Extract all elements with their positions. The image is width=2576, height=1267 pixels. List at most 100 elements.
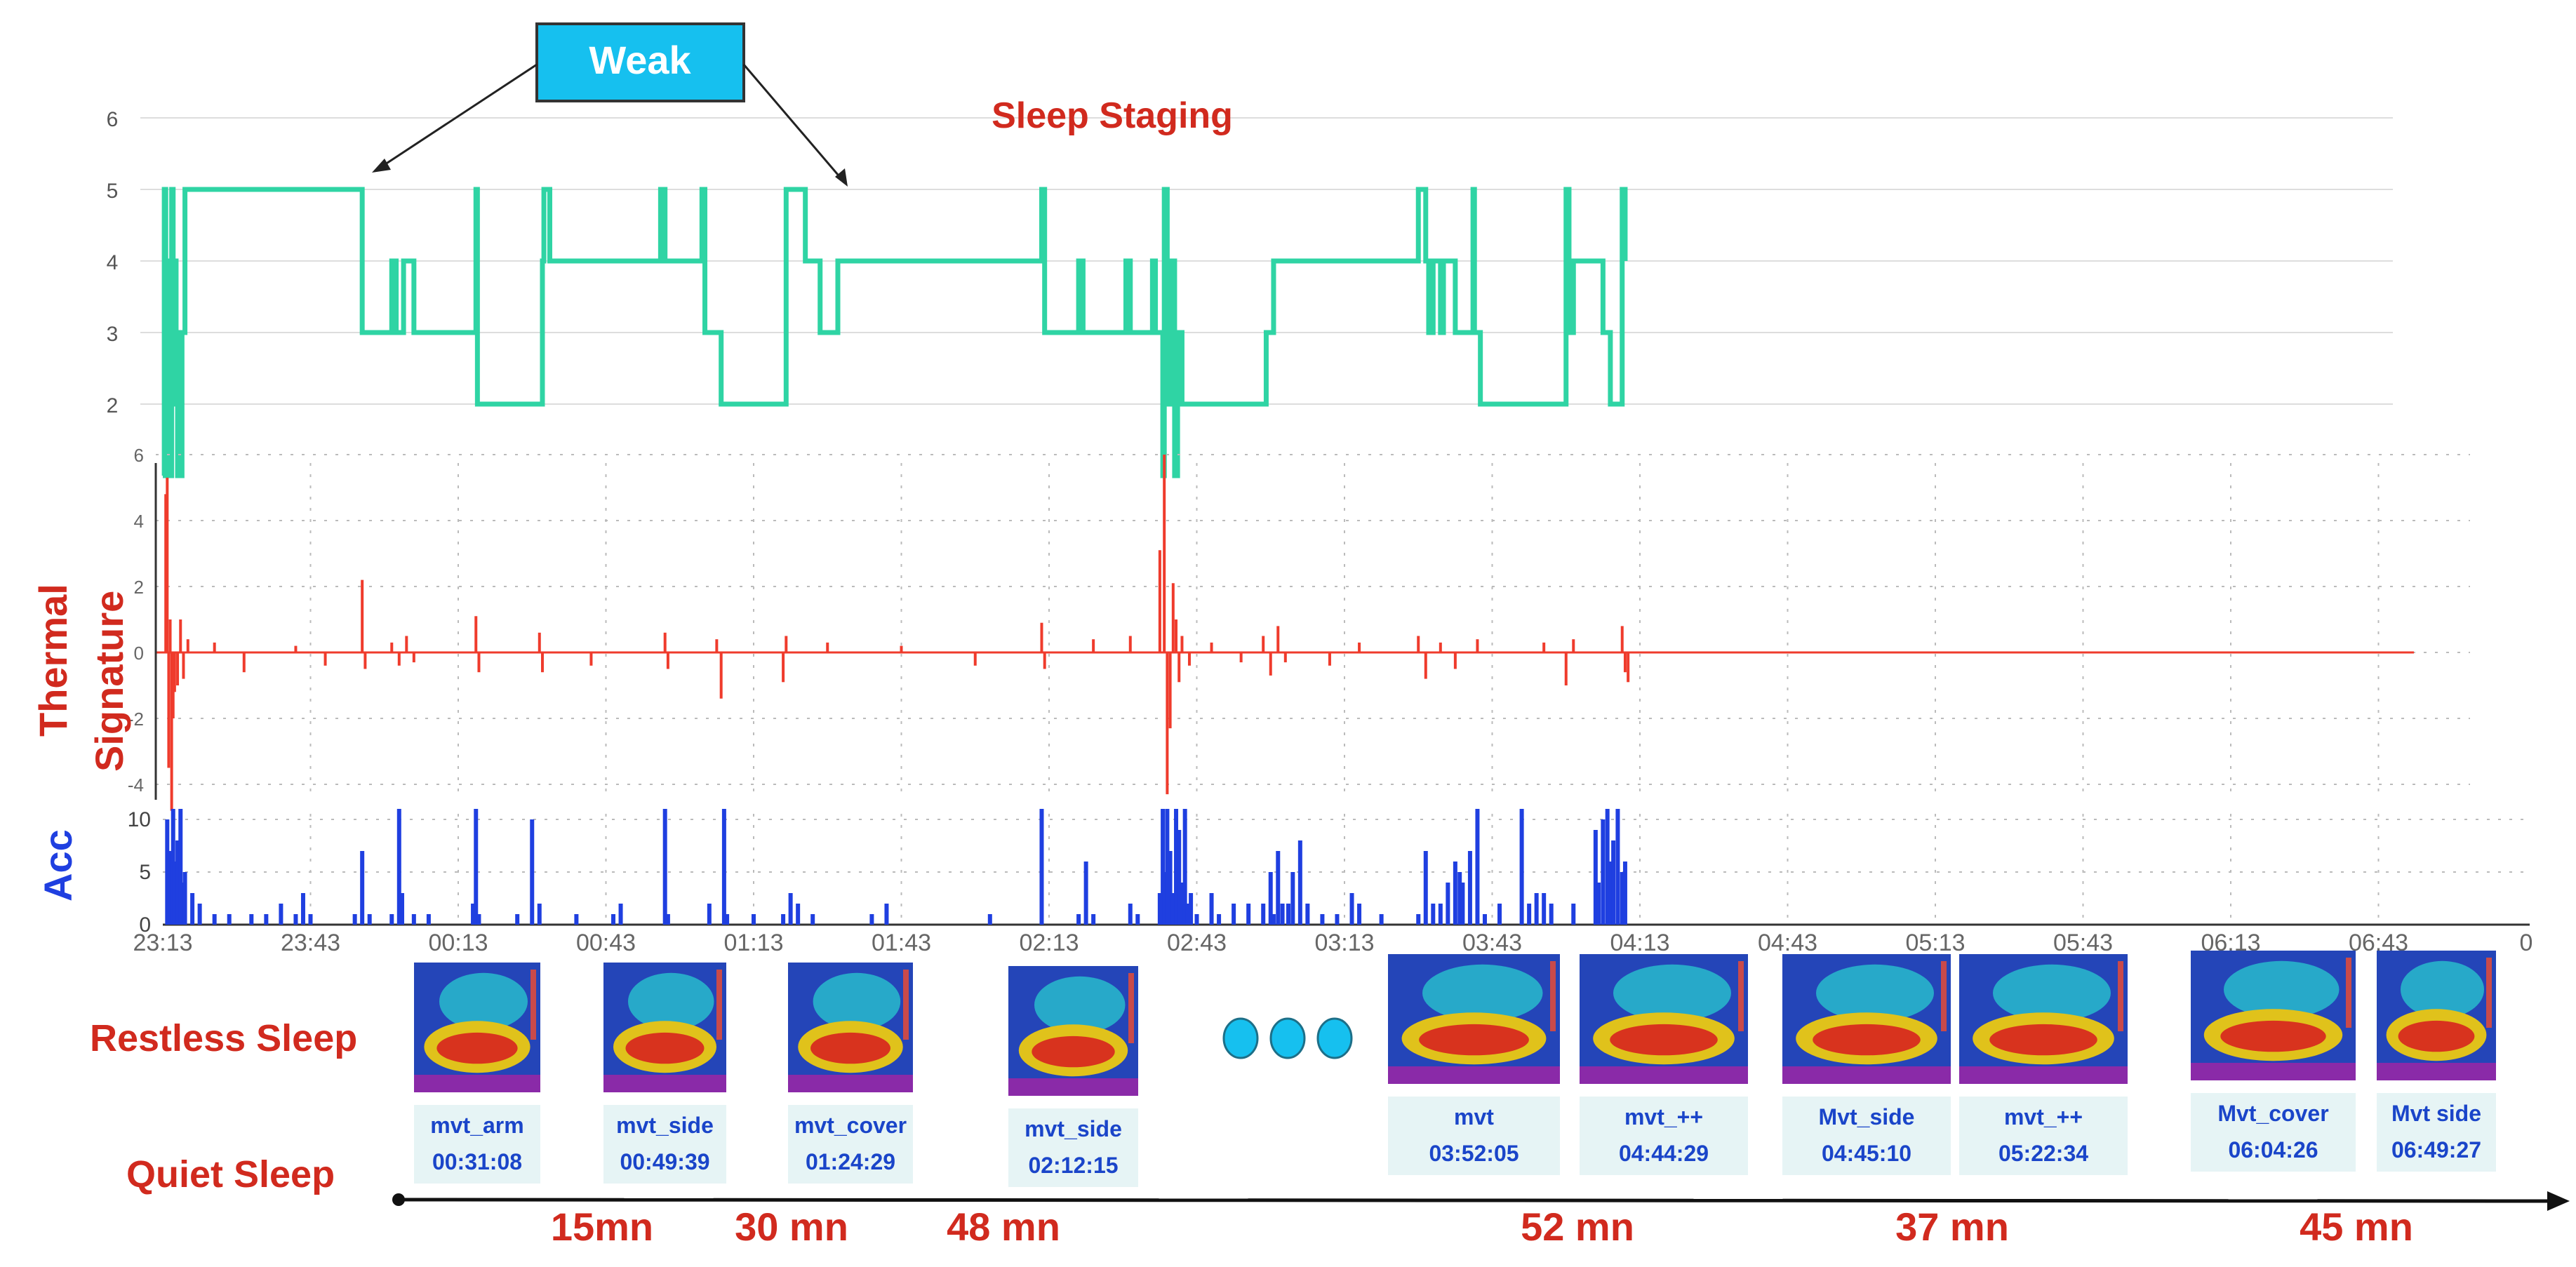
thermal-label-line2: Signature (87, 591, 131, 772)
event-label: mvt_++ (2004, 1104, 2083, 1129)
event-time: 01:24:29 (806, 1149, 895, 1174)
acc-bar (1457, 872, 1462, 925)
duration-label: 52 mn (1521, 1205, 1634, 1249)
thumbnail-floor (414, 1075, 540, 1092)
acc-bar (197, 904, 202, 925)
movement-events: mvt_arm 00:31:08 mvt_side 00:49:39 mvt_cover… (414, 951, 2496, 1187)
acc-bar (1157, 893, 1162, 925)
sleep-staging-title: Sleep Staging (992, 95, 1233, 136)
movement-event: Mvt_side 04:45:10 (1782, 954, 1951, 1175)
acc-bar (1349, 893, 1354, 925)
acc-bar (1039, 809, 1044, 925)
thumbnail-floor (603, 1075, 726, 1092)
movement-event: mvt_cover 01:24:29 (788, 963, 913, 1184)
acc-bar (1482, 914, 1487, 925)
thermal-y-tick-label: 4 (134, 511, 144, 532)
acc-bar (611, 914, 616, 925)
acc-y-tick-label: 5 (139, 861, 151, 884)
acc-bar (1217, 914, 1222, 925)
event-label: Mvt_cover (2217, 1101, 2328, 1126)
acc-bar (389, 914, 394, 925)
thumbnail-colorbar (2118, 961, 2123, 1031)
thermal-y-tick-label: 6 (134, 445, 144, 466)
movement-event: mvt_side 00:49:39 (603, 963, 726, 1184)
dot-2 (1269, 1017, 1306, 1059)
acc-bar (884, 904, 889, 925)
acc-gridlines (163, 814, 2530, 925)
thumbnail-cool-region (1816, 964, 1934, 1022)
thumbnail-floor (2191, 1063, 2356, 1080)
movement-event: mvt_side 02:12:15 (1008, 966, 1138, 1187)
acc-bar (1276, 851, 1281, 925)
thumbnail-colorbar (1128, 973, 1134, 1043)
sleep-y-tick-label: 3 (107, 323, 119, 346)
acc-bar (707, 904, 712, 925)
acc-bar (1174, 809, 1179, 925)
movement-event: mvt_++ 05:22:34 (1959, 954, 2128, 1175)
weak-arrow-right-head (835, 168, 848, 187)
event-time: 06:04:26 (2228, 1137, 2318, 1162)
dot-3 (1316, 1017, 1353, 1059)
acc-bar (352, 914, 357, 925)
event-caption-box (603, 1105, 726, 1184)
acc-bar (1467, 851, 1472, 925)
event-label: mvt_side (616, 1113, 714, 1138)
sleep-y-ticks: 2 3 4 5 6 (107, 108, 119, 417)
thumbnail-floor (1782, 1066, 1951, 1084)
acc-bar (1177, 830, 1182, 925)
movement-event: mvt_++ 04:44:29 (1580, 954, 1748, 1175)
acc-x-tick-label: 23:13 (133, 930, 192, 956)
movement-event: Mvt side 06:49:27 (2377, 951, 2496, 1172)
acc-bar (168, 851, 173, 925)
acc-bar (1182, 809, 1187, 925)
acc-x-tick-label: 00:43 (576, 930, 636, 956)
acc-bar (537, 904, 542, 925)
acc-bar (367, 914, 372, 925)
thermal-y-ticks: -4 -2 0 2 4 6 (128, 445, 144, 796)
acc-bar (1232, 904, 1236, 925)
acc-y-tick-label: 10 (128, 808, 151, 831)
acc-bar (1497, 904, 1502, 925)
thumbnail-hot-region (1989, 1024, 2097, 1056)
acc-bar (182, 872, 187, 925)
sleep-gridlines (140, 117, 2393, 405)
acc-bar (725, 914, 730, 925)
acc-bar (1549, 904, 1554, 925)
acc-x-tick-label: 05:13 (1905, 930, 1965, 956)
acc-bar (1519, 809, 1524, 925)
thumbnail-hot-region (1032, 1035, 1115, 1068)
acc-bar (212, 914, 217, 925)
thumbnail-floor (1388, 1066, 1560, 1084)
acc-x-tick-label: 03:13 (1314, 930, 1374, 956)
acc-bar (618, 904, 623, 925)
duration-labels: 15mn 30 mn 48 mn 52 mn 37 mn 45 mn (551, 1205, 2413, 1249)
acc-bar (426, 914, 431, 925)
thumbnail-cool-region (1993, 964, 2111, 1022)
acc-bar (165, 819, 170, 925)
acc-bar (1170, 893, 1175, 925)
event-caption-box (1782, 1097, 1951, 1175)
acc-bar (530, 819, 535, 925)
thumbnail-hot-region (625, 1032, 705, 1064)
acc-bar (1091, 914, 1096, 925)
event-label: Mvt side (2391, 1101, 2481, 1126)
thumbnail-colorbar (530, 970, 536, 1040)
acc-bar (1135, 914, 1140, 925)
thumbnail-colorbar (1738, 961, 1744, 1031)
acc-bar (1290, 872, 1295, 925)
acc-bar (360, 851, 365, 925)
acc-bar (1571, 904, 1576, 925)
thumbnail-cool-region (2224, 960, 2340, 1019)
sleep-stage-line (161, 187, 1628, 478)
timeline-arrowhead (2547, 1191, 2570, 1211)
acc-bar (1168, 851, 1173, 925)
acc-bar (264, 914, 269, 925)
acc-panel: 0 5 10 23:13 23:43 00:13 00:43 01:13 01:43 02:13… (36, 808, 2532, 956)
acc-bar (1608, 862, 1613, 925)
acc-bar (1534, 893, 1539, 925)
thumbnail-colorbar (2486, 958, 2492, 1028)
acc-bar (172, 862, 177, 925)
sleep-y-tick-label: 4 (107, 251, 119, 274)
acc-bar (175, 840, 180, 925)
event-caption-box (1388, 1097, 1560, 1175)
